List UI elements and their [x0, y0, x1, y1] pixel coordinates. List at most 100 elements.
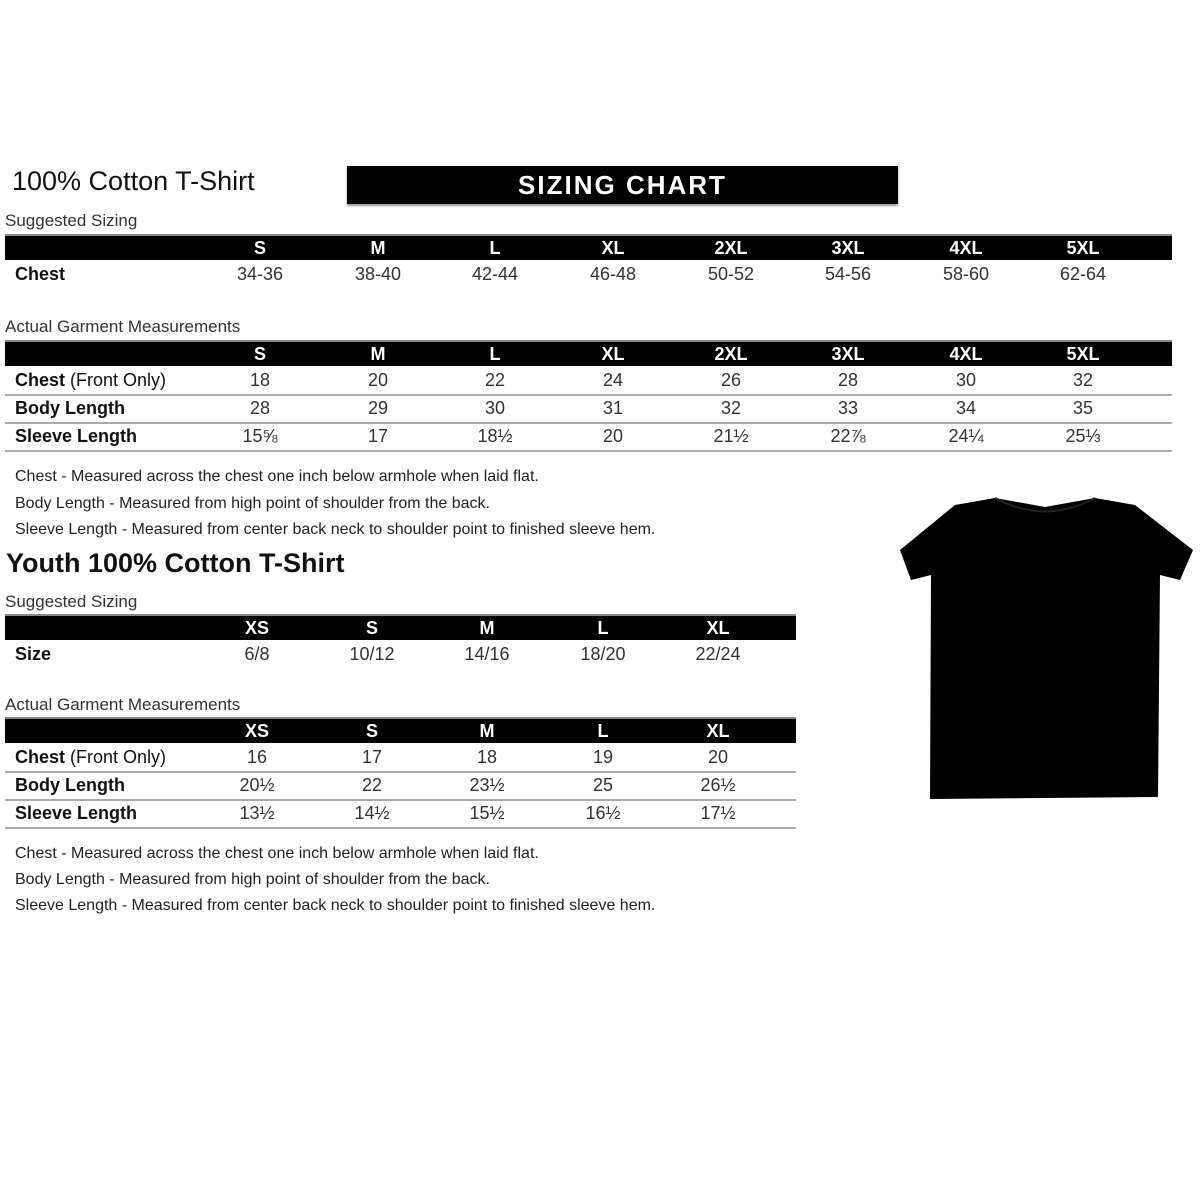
table-cell: 42-44: [471, 264, 519, 284]
row-label: Size: [15, 640, 51, 668]
table-cell: 50-52: [707, 264, 755, 284]
size-header-cell: XL: [601, 238, 625, 258]
row-label: Body Length: [15, 394, 125, 422]
table-row: Sleeve Length 13½ 14½ 15½ 16½ 17½: [5, 799, 796, 829]
youth-suggested-label: Suggested Sizing: [5, 592, 138, 611]
youth-note-body: Body Length - Measured from high point o…: [15, 871, 490, 888]
table-cell: 34: [955, 398, 977, 418]
table-cell: 18/20: [580, 644, 626, 664]
table-cell: 22: [484, 370, 506, 390]
size-header-row: S M L XL 2XL 3XL 4XL 5XL: [5, 234, 1172, 260]
table-cell: 24¼: [948, 426, 984, 446]
table-cell: 35: [1072, 398, 1094, 418]
row-label-text: Body Length: [15, 398, 125, 418]
size-header-cell: 3XL: [831, 238, 865, 258]
table-cell: 22⅞: [830, 426, 866, 446]
row-label-text: Chest: [15, 747, 66, 767]
row-label-text: Chest: [15, 264, 66, 284]
adult-note-chest: Chest - Measured across the chest one in…: [15, 468, 539, 485]
youth-actual-label: Actual Garment Measurements: [5, 695, 241, 714]
size-header-cell: 2XL: [714, 344, 748, 364]
table-cell: 18: [249, 370, 271, 390]
row-label-text: Chest: [15, 370, 66, 390]
table-cell: 22/24: [695, 644, 741, 664]
table-cell: 20: [707, 747, 729, 767]
table-cell: 28: [837, 370, 859, 390]
size-header-cell: M: [370, 344, 386, 364]
adult-note-sleeve: Sleeve Length - Measured from center bac…: [15, 521, 656, 538]
size-header-cell: XS: [244, 721, 270, 741]
table-cell: 14/16: [464, 644, 510, 664]
size-header-row: XS S M L XL: [5, 614, 796, 640]
adult-title: 100% Cotton T-Shirt: [12, 166, 255, 196]
table-cell: 20: [602, 426, 624, 446]
row-label-extra: (Front Only): [65, 747, 167, 767]
table-cell: 31: [602, 398, 624, 418]
table-cell: 18½: [477, 426, 513, 446]
table-row: Chest 34-36 38-40 42-44 46-48 50-52 54-56 58-60…: [5, 260, 1172, 288]
row-label-text: Sleeve Length: [15, 426, 138, 446]
table-row: Sleeve Length 15⅝ 17 18½ 20 21½ 22⅞ 24¼ 25⅓: [5, 422, 1172, 452]
table-cell: 58-60: [942, 264, 990, 284]
row-label: Chest: [15, 260, 65, 288]
table-cell: 34-36: [236, 264, 284, 284]
row-label: Sleeve Length: [15, 799, 137, 827]
table-cell: 6/8: [244, 644, 270, 664]
table-cell: 54-56: [824, 264, 872, 284]
table-cell: 16½: [585, 803, 621, 823]
table-cell: 17: [367, 426, 389, 446]
size-header-cell: M: [479, 618, 495, 638]
size-header-cell: 4XL: [949, 238, 983, 258]
table-cell: 13½: [239, 803, 275, 823]
table-cell: 25⅓: [1065, 426, 1101, 446]
table-row: Body Length 20½ 22 23½ 25 26½: [5, 771, 796, 801]
size-header-cell: L: [489, 344, 501, 364]
youth-note-sleeve: Sleeve Length - Measured from center bac…: [15, 897, 656, 914]
size-header-cell: XL: [706, 721, 730, 741]
table-cell: 22: [361, 775, 383, 795]
table-cell: 32: [720, 398, 742, 418]
table-cell: 30: [484, 398, 506, 418]
table-cell: 46-48: [589, 264, 637, 284]
table-cell: 29: [367, 398, 389, 418]
size-header-row: S M L XL 2XL 3XL 4XL 5XL: [5, 340, 1172, 366]
size-header-cell: XS: [244, 618, 270, 638]
table-cell: 14½: [354, 803, 390, 823]
table-cell: 28: [249, 398, 271, 418]
tshirt-collar: [994, 497, 1096, 513]
adult-note-body: Body Length - Measured from high point o…: [15, 495, 490, 512]
size-header-cell: 5XL: [1066, 238, 1100, 258]
table-cell: 26½: [700, 775, 736, 795]
table-cell: 62-64: [1059, 264, 1107, 284]
table-row: Body Length 28 29 30 31 32 33 34 35: [5, 394, 1172, 424]
sizing-chart-banner: SIZING CHART: [347, 166, 898, 204]
adult-actual-label: Actual Garment Measurements: [5, 317, 241, 336]
table-cell: 25: [592, 775, 614, 795]
table-cell: 32: [1072, 370, 1094, 390]
tshirt-image: [900, 497, 1193, 799]
size-header-cell: 5XL: [1066, 344, 1100, 364]
table-cell: 19: [592, 747, 614, 767]
table-cell: 21½: [713, 426, 749, 446]
table-cell: 33: [837, 398, 859, 418]
row-label-text: Sleeve Length: [15, 803, 138, 823]
row-label-text: Body Length: [15, 775, 125, 795]
size-header-cell: L: [597, 618, 609, 638]
size-header-row: XS S M L XL: [5, 717, 796, 743]
size-header-cell: S: [365, 721, 379, 741]
size-header-cell: L: [489, 238, 501, 258]
size-header-cell: M: [370, 238, 386, 258]
row-label-text: Size: [15, 644, 52, 664]
table-row: Chest (Front Only) 16 17 18 19 20: [5, 743, 796, 773]
tshirt-shape: [900, 498, 1193, 799]
adult-suggested-label: Suggested Sizing: [5, 211, 138, 230]
table-cell: 23½: [469, 775, 505, 795]
row-label: Sleeve Length: [15, 422, 137, 450]
size-header-cell: XL: [601, 344, 625, 364]
row-label-extra: (Front Only): [65, 370, 167, 390]
size-header-cell: 4XL: [949, 344, 983, 364]
table-row: Chest (Front Only) 18 20 22 24 26 28 30 32: [5, 366, 1172, 396]
size-header-cell: 3XL: [831, 344, 865, 364]
table-cell: 18: [476, 747, 498, 767]
size-header-cell: S: [253, 238, 267, 258]
